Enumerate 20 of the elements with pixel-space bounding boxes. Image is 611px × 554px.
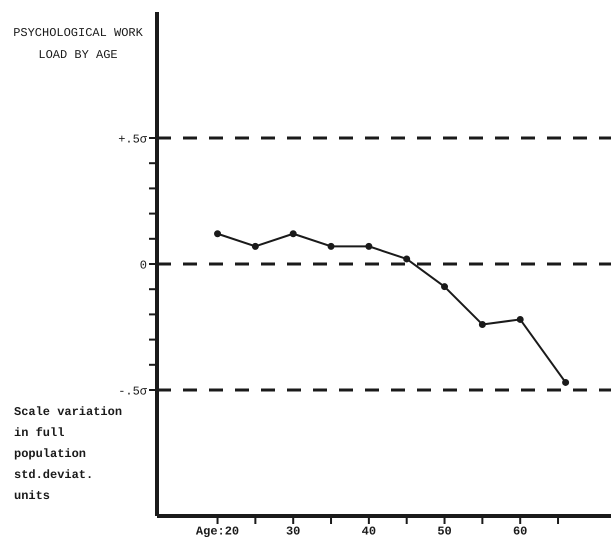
x-tick-label: 60 — [512, 524, 528, 539]
x-tick-label: Age:20 — [196, 524, 240, 539]
point — [478, 320, 486, 328]
point — [290, 230, 297, 238]
x-tick-label: 40 — [362, 524, 376, 539]
x-tick-label: 30 — [286, 524, 300, 539]
point — [214, 230, 222, 238]
point — [562, 378, 570, 386]
point — [403, 255, 410, 262]
text: PSYCHOLOGICAL WORK LOAD BY AGE — [12, 25, 144, 64]
y-tick-label: +.5σ — [118, 132, 148, 146]
point — [441, 283, 448, 290]
y-tick-label: 0 — [140, 258, 147, 272]
point — [252, 242, 259, 250]
y-tick-label: -.5σ — [118, 384, 148, 398]
x-tick-label: 50 — [437, 524, 452, 539]
point — [328, 242, 335, 250]
point — [516, 316, 524, 323]
y-axis-title: Scale variation in full population std.deviat. units — [14, 404, 124, 505]
point — [365, 242, 372, 250]
